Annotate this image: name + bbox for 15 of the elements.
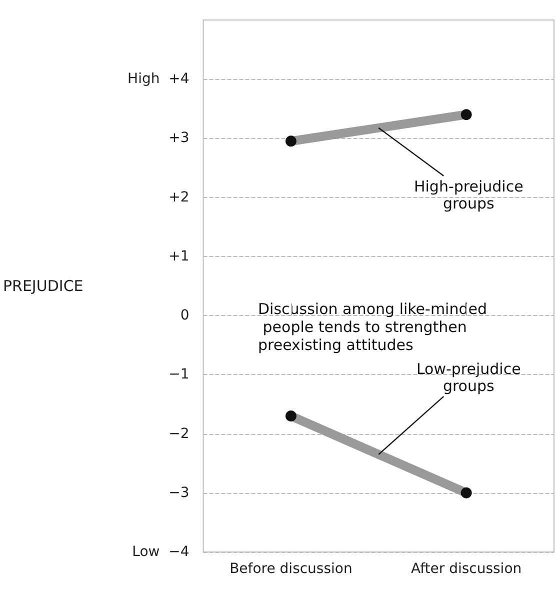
y-tick-label: +2 (168, 189, 190, 206)
annotation: Discussion among like-minded people tends to strengthen preexisting attitudes (258, 300, 487, 354)
y-tick-label: +3 (168, 130, 190, 146)
y-tick-label: +1 (168, 248, 190, 264)
text: Low-prejudice groups (416, 360, 521, 395)
y-tick-label: High +4 (128, 71, 190, 88)
y-axis-title: PREJUDICE (2, 277, 84, 295)
x-tick-label: After discussion (411, 561, 522, 577)
y-tick-label: −3 (168, 484, 190, 501)
text: High-prejudice groups (414, 177, 524, 212)
y-tick-label: 0 (180, 308, 190, 324)
y-tick-label: −1 (168, 366, 190, 383)
y-tick-label: −2 (168, 426, 190, 442)
y-tick-label: Low −4 (132, 544, 190, 560)
x-tick-label: Before discussion (230, 561, 352, 577)
